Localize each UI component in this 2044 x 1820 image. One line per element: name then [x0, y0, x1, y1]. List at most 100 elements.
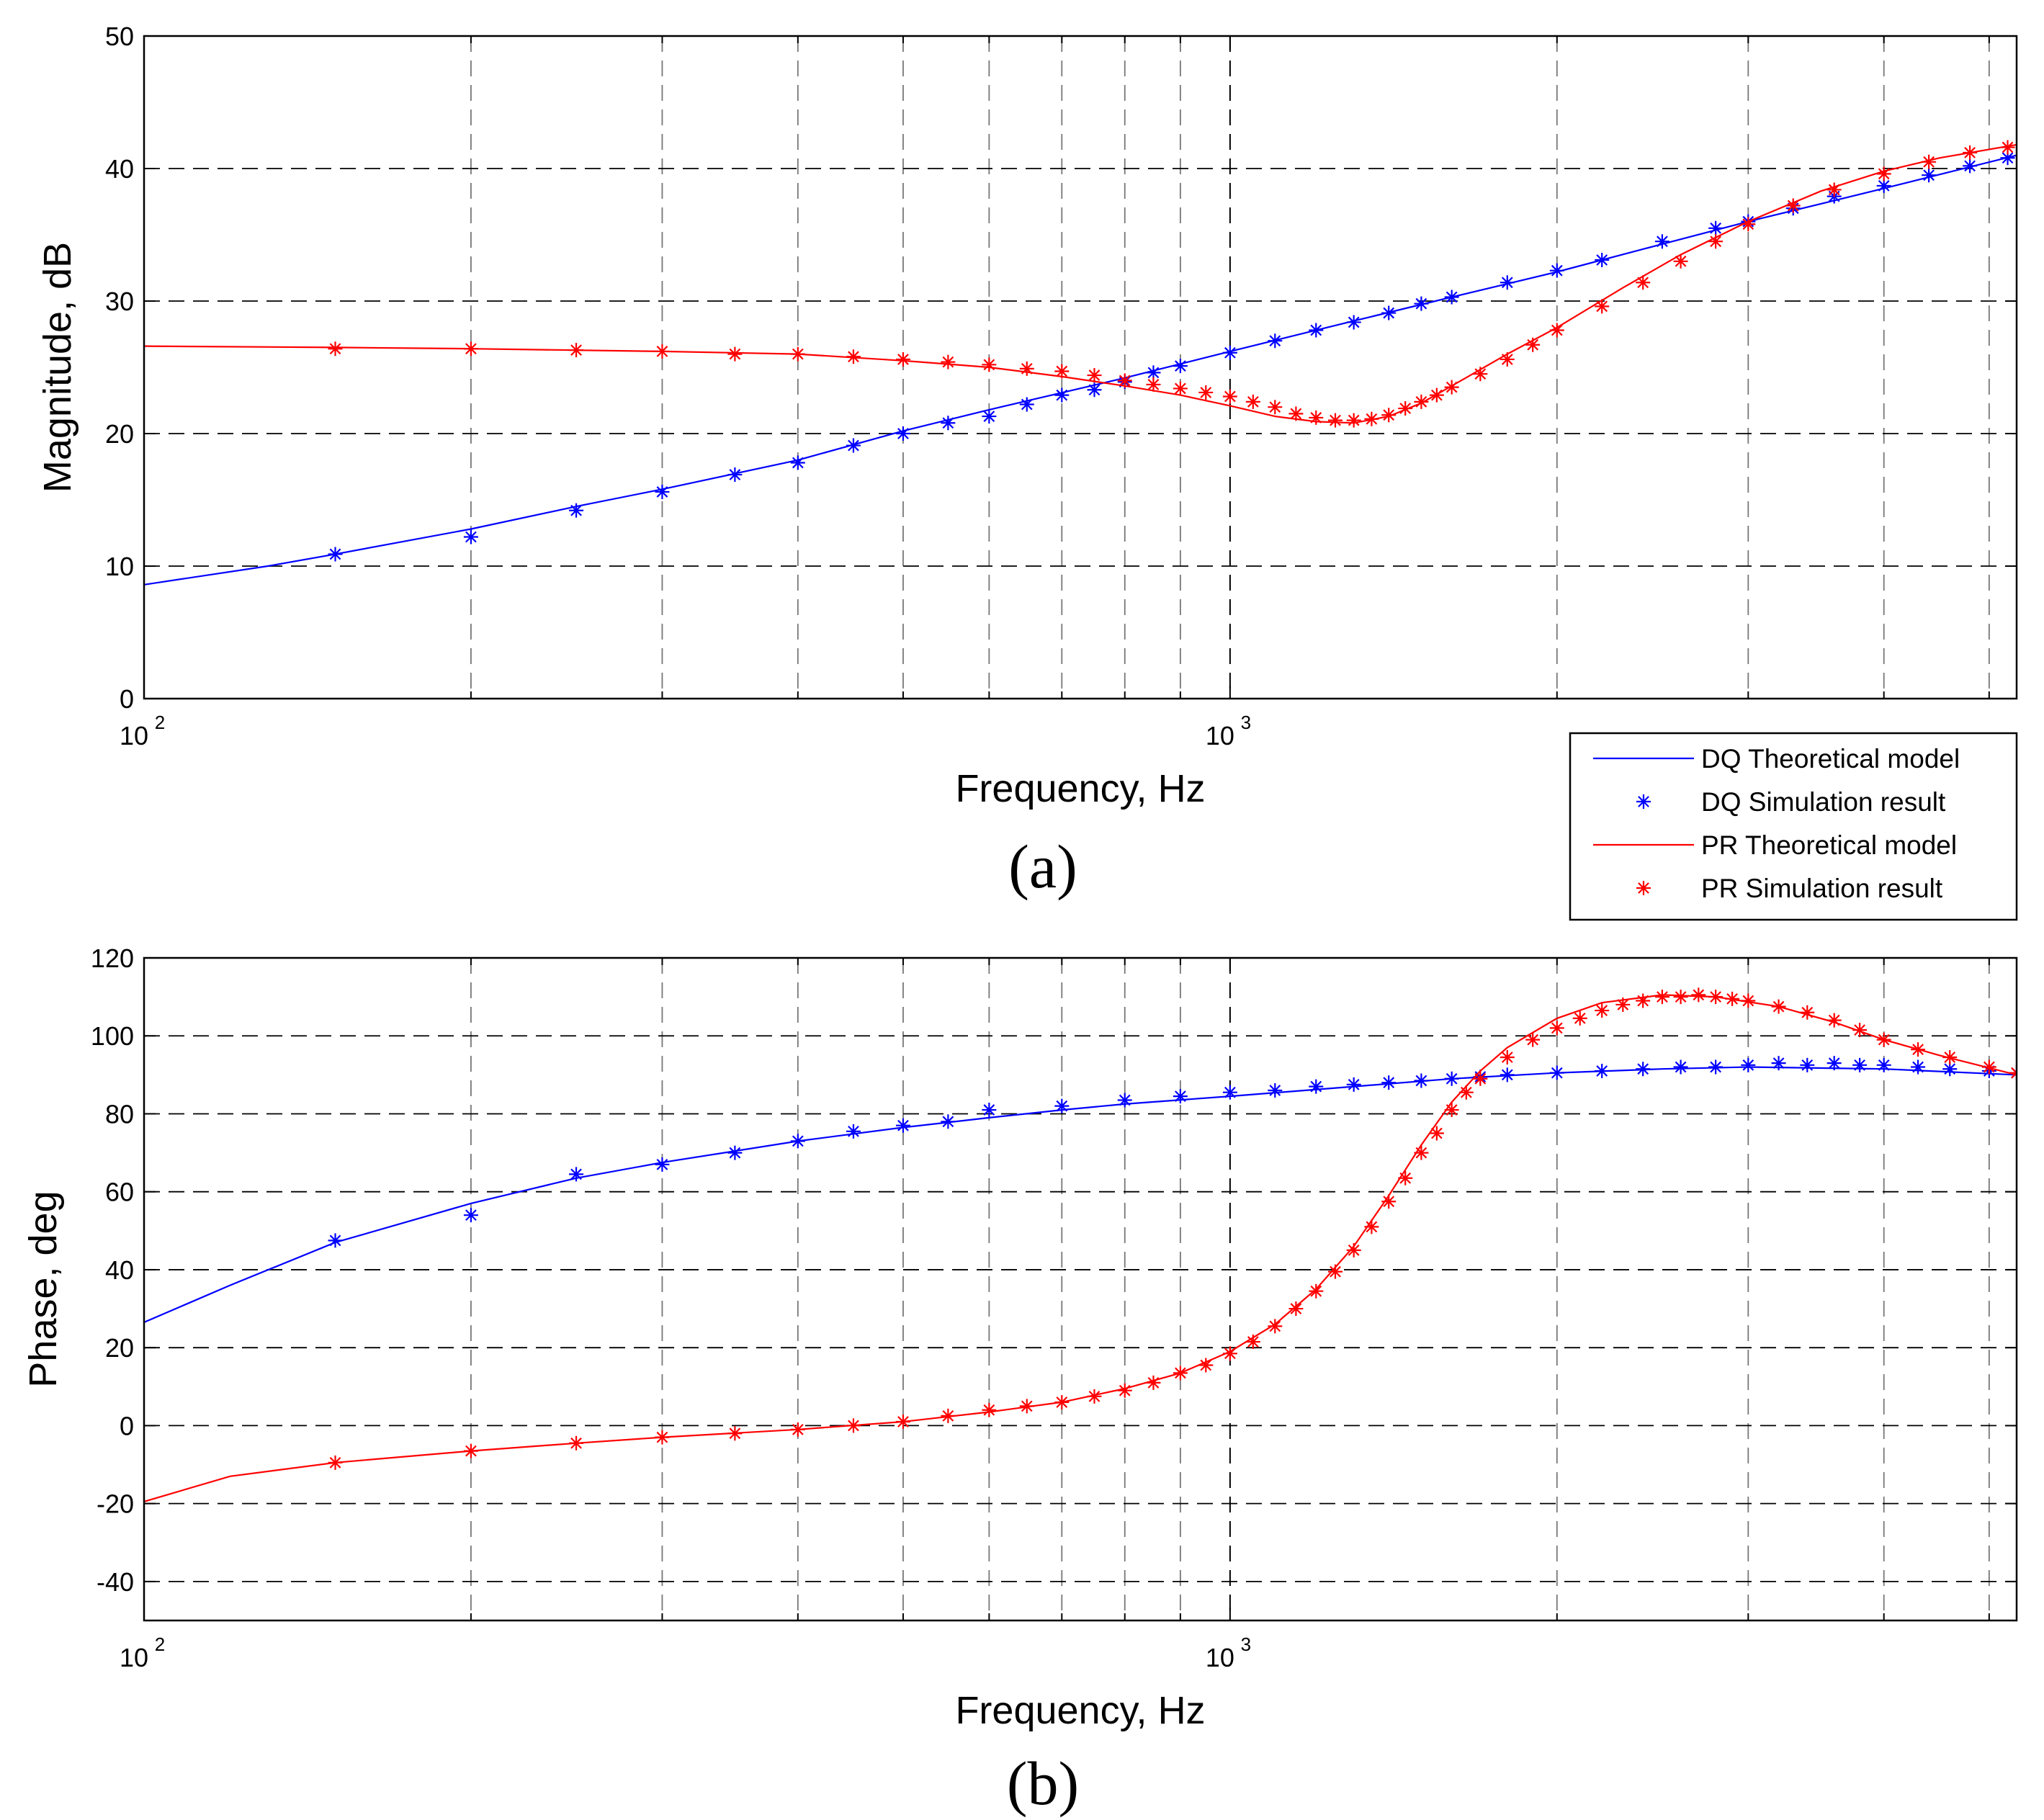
phase-marker-pr-simulation-result [790, 1422, 805, 1437]
magnitude-marker-dq-simulation-result [1222, 345, 1237, 360]
phase-x-axis-label: Frequency, Hz [955, 1689, 1205, 1732]
phase-marker-pr-simulation-result [1381, 1194, 1397, 1209]
phase-marker-pr-simulation-result [1309, 1283, 1324, 1299]
phase-marker-pr-simulation-result [1725, 991, 1740, 1006]
phase-marker-dq-simulation-result [569, 1167, 584, 1182]
magnitude-marker-pr-simulation-result [790, 346, 805, 362]
phase-marker-dq-simulation-result [982, 1103, 997, 1118]
magnitude-marker-pr-simulation-result [1785, 198, 1801, 213]
phase-marker-pr-simulation-result [1771, 999, 1786, 1014]
magnitude-caption: (a) [1008, 832, 1077, 901]
phase-marker-dq-simulation-result [1852, 1057, 1868, 1072]
magnitude-marker-dq-simulation-result [941, 416, 956, 431]
phase-marker-dq-simulation-result [1054, 1098, 1070, 1113]
phase-marker-pr-simulation-result [1826, 1013, 1842, 1028]
legend-star-pr-simulation [1636, 881, 1651, 895]
phase-marker-dq-simulation-result [655, 1157, 670, 1172]
phase-marker-pr-simulation-result [1398, 1170, 1413, 1185]
magnitude-marker-pr-simulation-result [941, 354, 956, 369]
magnitude-ytick-label: 0 [120, 684, 134, 714]
phase-marker-pr-simulation-result [328, 1455, 343, 1470]
magnitude-marker-dq-simulation-result [655, 484, 670, 499]
magnitude-marker-dq-simulation-result [846, 438, 861, 453]
legend-swatch-pr-simulation [1636, 881, 1651, 895]
magnitude-marker-pr-simulation-result [1328, 413, 1343, 428]
phase-marker-pr-simulation-result [1054, 1394, 1070, 1409]
phase-marker-pr-simulation-result [1525, 1032, 1541, 1047]
phase-marker-pr-simulation-result [1741, 993, 1756, 1008]
phase-marker-dq-simulation-result [1800, 1057, 1815, 1072]
phase-marker-pr-simulation-result [1268, 1319, 1283, 1334]
magnitude-marker-pr-simulation-result [1708, 234, 1723, 249]
magnitude-marker-pr-simulation-result [1922, 154, 1937, 169]
magnitude-marker-pr-simulation-result [1198, 385, 1214, 400]
magnitude-marker-dq-simulation-result [1381, 305, 1397, 320]
phase-marker-pr-simulation-result [1615, 997, 1631, 1012]
phase-marker-pr-simulation-result [1708, 990, 1723, 1005]
phase-marker-pr-simulation-result [1911, 1042, 1926, 1057]
phase-marker-pr-simulation-result [1636, 993, 1651, 1008]
magnitude-panel: 0 10 20 30 40 50 10 2 10 3 Magnitude, dB Frequenc… [36, 22, 2018, 921]
magnitude-ticks: 0 10 20 30 40 50 10 2 10 3 [105, 22, 2017, 750]
phase-marker-dq-simulation-result [1595, 1063, 1610, 1078]
phase-marker-pr-simulation-result [1549, 1021, 1564, 1036]
phase-marker-pr-simulation-result [1429, 1126, 1444, 1141]
magnitude-marker-pr-simulation-result [1245, 394, 1260, 409]
legend-label-dq-theoretical: DQ Theoretical model [1701, 744, 1960, 774]
magnitude-ytick-label: 50 [105, 22, 134, 51]
magnitude-xtick-label: 10 [120, 721, 148, 750]
magnitude-marker-dq-simulation-result [1876, 178, 1891, 193]
phase-plot-area [144, 987, 2017, 1502]
magnitude-marker-dq-simulation-result [1268, 333, 1283, 349]
magnitude-marker-dq-simulation-result [1346, 315, 1361, 330]
phase-caption: (b) [1007, 1749, 1079, 1818]
phase-marker-dq-simulation-result [1117, 1093, 1132, 1108]
phase-marker-pr-simulation-result [941, 1408, 956, 1423]
phase-marker-pr-simulation-result [1473, 1071, 1488, 1086]
legend-swatch-dq-simulation [1636, 794, 1651, 809]
phase-marker-dq-simulation-result [1741, 1057, 1756, 1072]
magnitude-marker-dq-simulation-result [1087, 382, 1102, 398]
magnitude-x-axis-label: Frequency, Hz [955, 767, 1205, 810]
phase-marker-pr-simulation-result [1572, 1010, 1587, 1026]
magnitude-series-group [144, 140, 2017, 586]
magnitude-marker-pr-simulation-result [895, 351, 910, 367]
magnitude-xtick-exponent: 3 [1241, 712, 1251, 733]
magnitude-axes-frame [143, 35, 2018, 700]
phase-marker-dq-simulation-result [895, 1118, 910, 1133]
phase-ytick-label: 80 [105, 1099, 134, 1129]
phase-marker-dq-simulation-result [727, 1145, 743, 1160]
magnitude-marker-pr-simulation-result [1876, 166, 1891, 181]
magnitude-marker-pr-simulation-result [1054, 364, 1070, 379]
magnitude-marker-dq-simulation-result [1654, 234, 1669, 249]
phase-marker-dq-simulation-result [1636, 1062, 1651, 1077]
magnitude-marker-pr-simulation-result [1309, 410, 1324, 425]
magnitude-y-axis-label: Magnitude, dB [36, 242, 79, 493]
phase-marker-dq-simulation-result [1911, 1059, 1926, 1075]
phase-marker-pr-simulation-result [1222, 1346, 1237, 1361]
magnitude-marker-pr-simulation-result [463, 341, 478, 357]
magnitude-marker-dq-simulation-result [1173, 359, 1188, 374]
magnitude-marker-pr-simulation-result [1222, 389, 1237, 404]
phase-marker-pr-simulation-result [895, 1415, 910, 1429]
magnitude-marker-pr-simulation-result [1963, 145, 1978, 160]
phase-marker-pr-simulation-result [1414, 1145, 1429, 1160]
phase-marker-dq-simulation-result [941, 1114, 956, 1129]
phase-marker-pr-simulation-result [727, 1426, 743, 1441]
phase-marker-pr-simulation-result [1364, 1219, 1379, 1234]
magnitude-ytick-label: 20 [105, 419, 134, 449]
magnitude-marker-dq-simulation-result [790, 455, 805, 470]
phase-marker-pr-simulation-result [1328, 1264, 1343, 1279]
legend-star-dq-simulation [1636, 794, 1651, 809]
phase-marker-dq-simulation-result [1268, 1083, 1283, 1098]
phase-marker-dq-simulation-result [1673, 1059, 1688, 1075]
phase-marker-dq-simulation-result [846, 1124, 861, 1139]
magnitude-ytick-label: 40 [105, 154, 134, 184]
phase-ytick-label: 20 [105, 1333, 134, 1363]
phase-marker-pr-simulation-result [1288, 1301, 1304, 1317]
magnitude-marker-pr-simulation-result [1549, 323, 1564, 338]
phase-marker-pr-simulation-result [463, 1443, 478, 1458]
magnitude-marker-pr-simulation-result [569, 343, 584, 358]
magnitude-ytick-label: 10 [105, 552, 134, 581]
phase-marker-pr-simulation-result [1852, 1023, 1868, 1038]
